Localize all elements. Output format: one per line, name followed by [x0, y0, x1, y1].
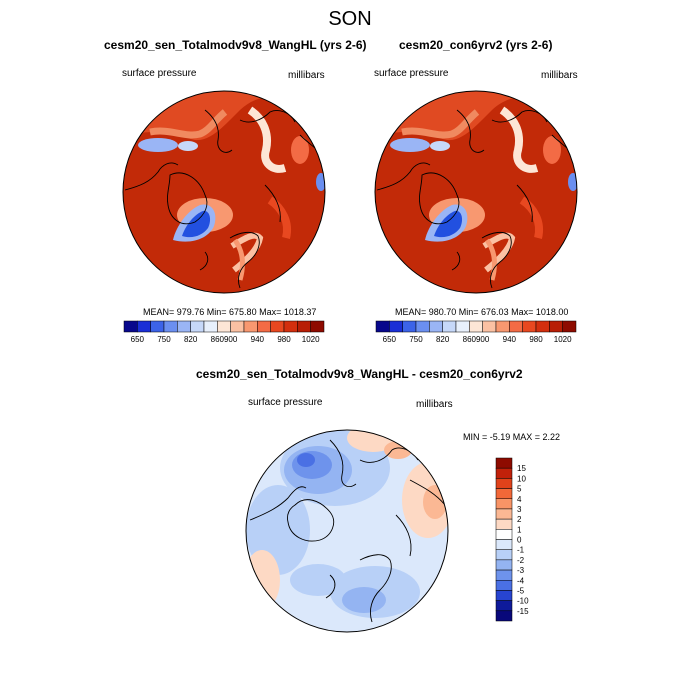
colorbar-tick-label: -10	[517, 597, 529, 606]
colorbar-panel-1: 650 750 820 860 900 940 980 1020	[123, 320, 325, 344]
panel-3-title: cesm20_sen_Totalmodv9v8_WangHL - cesm20_…	[196, 367, 523, 381]
figure-title: SON	[328, 8, 372, 30]
colorbar-swatch	[495, 529, 513, 540]
colorbar-tick-label: -3	[517, 566, 525, 575]
panel-2-variable-label: surface pressure	[374, 68, 449, 79]
panel-3-stats: MIN = -5.19 MAX = 2.22	[463, 432, 561, 442]
colorbar-tick-label: -1	[517, 546, 525, 555]
panel-2-stats: MEAN= 980.70 Min= 676.03 Max= 1018.00	[395, 307, 569, 317]
colorbar-swatch	[495, 508, 513, 520]
colorbar-tick-label: 820	[436, 335, 450, 344]
colorbar-swatch	[257, 320, 271, 333]
panel-1-units-label: millibars	[288, 70, 325, 81]
colorbar-swatch	[375, 320, 390, 333]
colorbar-swatch	[495, 518, 513, 530]
colorbar-tick-label: 980	[529, 335, 543, 344]
colorbar-tick-label: 940	[503, 335, 517, 344]
colorbar-tick-label: 980	[277, 335, 291, 344]
colorbar-tick-label: 900	[476, 335, 490, 344]
colorbar-swatch	[123, 320, 138, 333]
colorbar-swatch	[163, 320, 178, 333]
colorbar-swatch	[177, 320, 191, 333]
colorbar-swatch	[522, 320, 537, 333]
panel-1-variable-label: surface pressure	[122, 68, 197, 79]
colorbar-swatch	[495, 539, 513, 550]
panel-3-map	[245, 429, 449, 633]
panel-3-units-label: millibars	[416, 399, 453, 410]
colorbar-tick-label: 750	[157, 335, 171, 344]
colorbar-tick-label: 900	[224, 335, 238, 344]
panel-1-title: cesm20_sen_Totalmodv9v8_WangHL (yrs 2-6)	[104, 38, 367, 52]
colorbar-swatch	[549, 320, 563, 333]
colorbar-swatch	[495, 498, 513, 510]
colorbar-swatch	[442, 320, 457, 333]
colorbar-swatch	[243, 320, 258, 333]
colorbar-swatch	[535, 320, 550, 333]
colorbar-tick-label: -15	[517, 607, 529, 616]
colorbar-tick-label: 860	[211, 335, 225, 344]
colorbar-tick-label: 1020	[302, 335, 320, 344]
colorbar-panel-2: 650 750 820 860 900 940 980 1020	[375, 320, 577, 344]
colorbar-swatch	[455, 320, 470, 333]
colorbar-swatch	[495, 457, 513, 469]
colorbar-swatch	[150, 320, 165, 333]
colorbar-swatch	[469, 320, 483, 333]
colorbar-tick-label: 1	[517, 525, 522, 534]
colorbar-tick-label: 3	[517, 505, 522, 514]
colorbar-swatch	[217, 320, 231, 333]
colorbar-swatch	[230, 320, 245, 333]
panel-1-map	[122, 90, 326, 294]
colorbar-swatch	[495, 610, 513, 622]
colorbar-swatch	[495, 549, 513, 561]
colorbar-tick-label: 940	[251, 335, 265, 344]
colorbar-tick-label: 5	[517, 485, 522, 494]
colorbar-swatch	[415, 320, 430, 333]
colorbar-tick-label: 650	[131, 335, 145, 344]
colorbar-swatch	[283, 320, 298, 333]
colorbar-swatch	[495, 580, 513, 591]
panel-3-variable-label: surface pressure	[248, 397, 323, 408]
colorbar-tick-label: 860	[463, 335, 477, 344]
colorbar-swatch	[509, 320, 523, 333]
colorbar-tick-label: 750	[409, 335, 423, 344]
colorbar-swatch	[495, 559, 513, 571]
colorbar-tick-label: -2	[517, 556, 525, 565]
panel-2-units-label: millibars	[541, 70, 578, 81]
colorbar-swatch	[270, 320, 285, 333]
colorbar-tick-label: 15	[517, 464, 526, 473]
colorbar-tick-label: 10	[517, 474, 526, 483]
colorbar-swatch	[389, 320, 403, 333]
colorbar-tick-label: -5	[517, 586, 525, 595]
colorbar-tick-label: -4	[517, 576, 525, 585]
colorbar-swatch	[495, 590, 513, 601]
colorbar-swatch	[495, 478, 513, 489]
colorbar-swatch	[495, 600, 513, 612]
colorbar-tick-label: 650	[383, 335, 397, 344]
colorbar-swatch	[482, 320, 497, 333]
colorbar-swatch	[495, 569, 513, 581]
colorbar-swatch	[297, 320, 311, 333]
colorbar-swatch	[562, 320, 577, 333]
colorbar-tick-label: 0	[517, 536, 522, 545]
colorbar-swatch	[495, 320, 510, 333]
colorbar-swatch	[137, 320, 151, 333]
colorbar-tick-label: 1020	[554, 335, 572, 344]
panel-1-stats: MEAN= 979.76 Min= 675.80 Max= 1018.37	[143, 307, 317, 317]
colorbar-swatch	[190, 320, 205, 333]
colorbar-swatch	[495, 467, 513, 479]
colorbar-swatch	[203, 320, 218, 333]
colorbar-swatch	[310, 320, 325, 333]
colorbar-swatch	[402, 320, 417, 333]
colorbar-swatch	[495, 488, 513, 499]
colorbar-tick-label: 4	[517, 495, 522, 504]
panel-2-title: cesm20_con6yrv2 (yrs 2-6)	[399, 38, 553, 52]
colorbar-tick-label: 2	[517, 515, 522, 524]
colorbar-tick-label: 820	[184, 335, 198, 344]
panel-2-map	[374, 90, 578, 294]
colorbar-swatch	[429, 320, 443, 333]
